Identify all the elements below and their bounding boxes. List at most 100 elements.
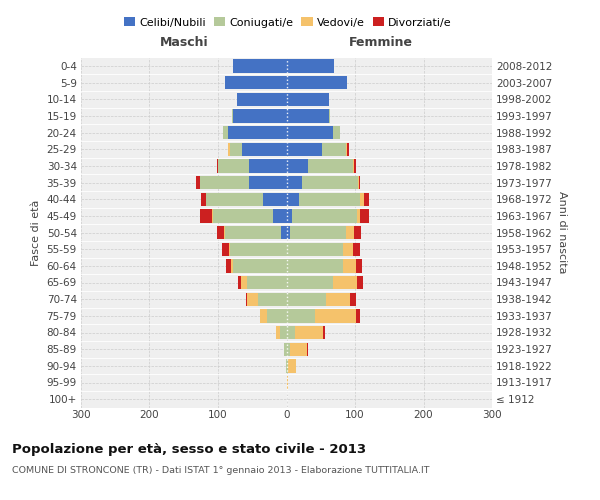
Bar bbox=[295, 326, 323, 339]
Bar bbox=[290, 342, 307, 356]
Bar bbox=[229, 242, 230, 256]
Bar bbox=[224, 226, 225, 239]
Bar bbox=[359, 176, 361, 189]
Bar bbox=[212, 209, 273, 222]
Bar bbox=[233, 59, 287, 72]
Bar bbox=[356, 309, 360, 322]
Bar bbox=[218, 159, 249, 172]
Bar bbox=[287, 309, 315, 322]
Bar bbox=[307, 342, 308, 356]
Bar bbox=[206, 192, 263, 206]
Bar bbox=[357, 209, 361, 222]
Bar bbox=[322, 142, 346, 156]
Bar bbox=[217, 159, 218, 172]
Bar bbox=[292, 209, 357, 222]
Bar bbox=[287, 242, 343, 256]
Bar bbox=[361, 209, 369, 222]
Bar bbox=[287, 59, 334, 72]
Bar bbox=[258, 292, 287, 306]
Bar bbox=[343, 259, 356, 272]
Bar bbox=[288, 359, 296, 372]
Bar bbox=[315, 309, 356, 322]
Bar bbox=[247, 292, 258, 306]
Bar bbox=[346, 142, 347, 156]
Bar bbox=[263, 192, 287, 206]
Bar bbox=[226, 259, 231, 272]
Y-axis label: Fasce di età: Fasce di età bbox=[31, 200, 41, 266]
Bar bbox=[217, 226, 224, 239]
Bar bbox=[287, 276, 333, 289]
Bar bbox=[287, 109, 329, 122]
Bar bbox=[227, 142, 230, 156]
Bar bbox=[287, 176, 302, 189]
Bar bbox=[287, 326, 295, 339]
Bar bbox=[260, 309, 268, 322]
Bar bbox=[232, 109, 233, 122]
Bar bbox=[268, 309, 287, 322]
Bar bbox=[343, 242, 353, 256]
Bar bbox=[231, 259, 233, 272]
Bar bbox=[287, 292, 326, 306]
Bar bbox=[361, 192, 364, 206]
Bar bbox=[230, 242, 287, 256]
Bar bbox=[222, 242, 229, 256]
Bar bbox=[223, 126, 228, 139]
Bar bbox=[350, 292, 356, 306]
Bar bbox=[353, 159, 355, 172]
Bar bbox=[290, 226, 346, 239]
Bar bbox=[287, 376, 288, 389]
Bar bbox=[287, 209, 292, 222]
Bar bbox=[302, 176, 358, 189]
Bar bbox=[238, 276, 241, 289]
Bar bbox=[233, 259, 287, 272]
Bar bbox=[225, 226, 281, 239]
Bar bbox=[364, 192, 370, 206]
Text: Maschi: Maschi bbox=[160, 36, 208, 49]
Bar bbox=[201, 192, 206, 206]
Bar bbox=[333, 276, 357, 289]
Bar bbox=[323, 326, 325, 339]
Bar bbox=[281, 226, 287, 239]
Legend: Celibi/Nubili, Coniugati/e, Vedovi/e, Divorziati/e: Celibi/Nubili, Coniugati/e, Vedovi/e, Di… bbox=[120, 13, 456, 32]
Bar bbox=[286, 359, 287, 372]
Y-axis label: Anni di nascita: Anni di nascita bbox=[557, 191, 567, 274]
Bar bbox=[287, 192, 299, 206]
Text: COMUNE DI STRONCONE (TR) - Dati ISTAT 1° gennaio 2013 - Elaborazione TUTTITALIA.: COMUNE DI STRONCONE (TR) - Dati ISTAT 1°… bbox=[12, 466, 430, 475]
Bar bbox=[287, 159, 308, 172]
Bar bbox=[287, 126, 333, 139]
Bar bbox=[287, 226, 290, 239]
Bar bbox=[233, 109, 287, 122]
Bar bbox=[287, 259, 343, 272]
Bar bbox=[287, 342, 290, 356]
Bar bbox=[326, 292, 350, 306]
Bar bbox=[273, 209, 287, 222]
Bar bbox=[358, 176, 359, 189]
Bar bbox=[308, 159, 353, 172]
Bar bbox=[299, 192, 361, 206]
Bar bbox=[246, 292, 247, 306]
Bar bbox=[333, 126, 340, 139]
Bar bbox=[225, 76, 287, 89]
Bar bbox=[242, 142, 287, 156]
Bar bbox=[287, 142, 322, 156]
Bar bbox=[247, 276, 287, 289]
Bar bbox=[287, 92, 329, 106]
Bar bbox=[228, 126, 287, 139]
Bar bbox=[355, 159, 356, 172]
Bar bbox=[249, 159, 287, 172]
Bar bbox=[280, 326, 287, 339]
Bar bbox=[230, 142, 242, 156]
Bar bbox=[353, 242, 360, 256]
Bar bbox=[355, 226, 361, 239]
Bar bbox=[200, 176, 249, 189]
Bar bbox=[357, 276, 362, 289]
Bar bbox=[241, 276, 247, 289]
Bar bbox=[200, 209, 212, 222]
Text: Femmine: Femmine bbox=[349, 36, 413, 49]
Bar bbox=[284, 342, 287, 356]
Bar bbox=[347, 142, 349, 156]
Bar bbox=[196, 176, 200, 189]
Bar bbox=[346, 226, 355, 239]
Bar bbox=[249, 176, 287, 189]
Bar bbox=[287, 359, 288, 372]
